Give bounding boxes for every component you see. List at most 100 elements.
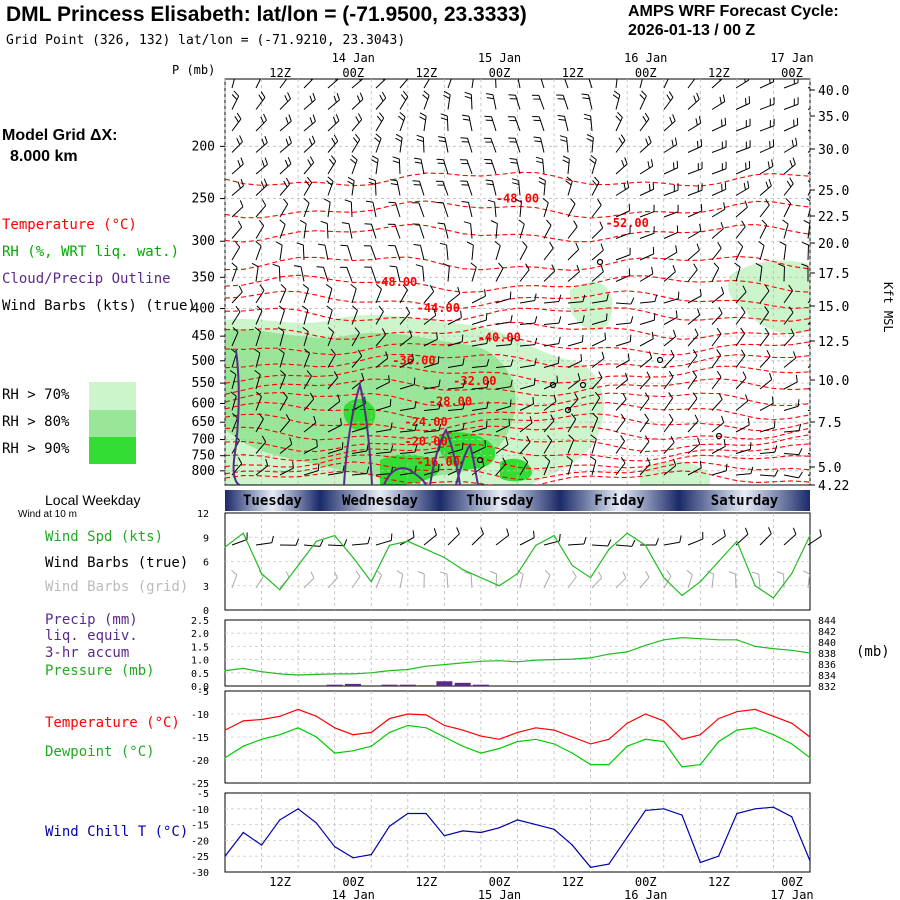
wind-barb-feather [823, 450, 827, 456]
wind-barb-feather [438, 423, 442, 431]
wind-barb [351, 98, 364, 110]
wind-barb-feather [264, 157, 268, 165]
top-time-tick: 00Z [489, 66, 511, 80]
wind-barb-feather [621, 159, 625, 167]
wind-barb-feather [624, 372, 629, 380]
bottom-time-tick: 00Z [342, 875, 364, 889]
dewpoint-line-point [443, 736, 445, 738]
cloud-outline-3 [383, 467, 427, 485]
wind-barb [351, 379, 365, 390]
dewpoint-line-point [791, 743, 793, 745]
wind-barb-feather [440, 117, 448, 121]
wind-barb [279, 183, 291, 196]
wind-barb [494, 202, 497, 218]
wind-barb-feather [566, 455, 573, 462]
wind-barb-feather [777, 263, 785, 267]
wind-barb-feather [651, 266, 654, 274]
wind-barb [303, 120, 316, 132]
wind-barb [759, 81, 774, 89]
wind-barb-feather [490, 220, 498, 225]
surface-wind-barb-grid-feather [355, 570, 361, 577]
wind-barb [279, 289, 287, 304]
wind-barb-feather [263, 113, 267, 121]
precip-bar [472, 684, 489, 686]
wind-barb-feather [599, 221, 604, 229]
windchill-line-point [571, 844, 573, 846]
pressure-tick-label: 450 [192, 329, 215, 344]
surface-wind-barb-grid [758, 574, 761, 589]
wind-barb [759, 427, 775, 433]
wind-barb [807, 343, 810, 347]
wind-barb [540, 79, 545, 89]
temperature-line-point [717, 718, 720, 720]
surface-wind-barb-true-feather [607, 539, 612, 547]
windspd-line-point [681, 594, 683, 597]
wind-barb [375, 473, 391, 476]
precip-bar [436, 681, 453, 686]
wind-barb-feather [419, 116, 426, 121]
wind-barb-feather [562, 159, 570, 164]
wind-barb [495, 405, 511, 411]
wind-barb-feather [535, 156, 543, 160]
wind-barb [471, 295, 486, 304]
wind-barb-feather [409, 329, 413, 337]
temperature-line-point [425, 714, 427, 716]
weekday-name: Saturday [711, 493, 779, 509]
wind-barb-feather [766, 349, 771, 357]
dewpoint-line-point [425, 727, 427, 729]
wind-barb-feather [801, 263, 809, 267]
wind-barb [495, 268, 504, 282]
cloud-outlines [232, 349, 479, 485]
wind-barb-feather [589, 456, 597, 461]
wind-barb [447, 94, 451, 110]
isotherm-line [225, 425, 810, 441]
pressure-line-point [242, 667, 244, 670]
dewpoint-line-point [334, 752, 336, 754]
wind-barb-feather [259, 284, 265, 291]
bottom-date-label: 17 Jan [770, 888, 813, 900]
wind-barb-feather [510, 337, 514, 345]
pressure-tick-label: 650 [192, 415, 215, 430]
wind-barb [567, 301, 583, 304]
wind-barb-feather [693, 70, 697, 76]
wind-barb [783, 312, 794, 325]
dewpoint-line-point [315, 736, 318, 738]
wind-barb [663, 79, 669, 89]
isotherm-line [225, 353, 810, 369]
wind-barb-feather [769, 372, 773, 380]
windspd-line-point [516, 573, 519, 575]
temperature-line-point [791, 722, 793, 724]
temperature-line-point [370, 731, 372, 734]
wind-barb [543, 180, 546, 196]
wind-barb-feather [231, 412, 238, 419]
wind-barb [735, 424, 750, 433]
windspd-line-point [279, 589, 281, 591]
wind-barb [591, 271, 604, 282]
wind-barb [279, 203, 289, 218]
wind-barb-feather [668, 370, 674, 378]
wind-barb-feather [798, 448, 803, 455]
wind-barb-feather [749, 442, 752, 450]
wind-barb [639, 273, 654, 282]
wind-barb-feather [308, 138, 313, 146]
wind-barb [663, 419, 674, 433]
wind-barb [542, 159, 545, 175]
wind-barb-feather [758, 240, 765, 246]
pressure-panel-ytick: 2.5 [191, 616, 209, 627]
wind-barb-feather [672, 329, 677, 337]
wind-barb [591, 358, 605, 368]
wind-barb-feather [357, 113, 363, 120]
wind-barb-feather [413, 244, 421, 246]
wind-barb [399, 116, 406, 132]
wind-barb [663, 167, 678, 175]
wind-barb-feather [641, 90, 647, 97]
wind-barb-feather [332, 116, 337, 124]
wind-barb-feather [508, 418, 511, 426]
windchill-line-point [644, 809, 647, 811]
wind-barb-feather [627, 353, 630, 361]
wind-barb-feather [601, 351, 605, 359]
pressure-line-point [809, 652, 811, 654]
wind-barb [711, 376, 722, 390]
wind-barb-feather [440, 113, 448, 117]
wind-barb [783, 124, 798, 132]
